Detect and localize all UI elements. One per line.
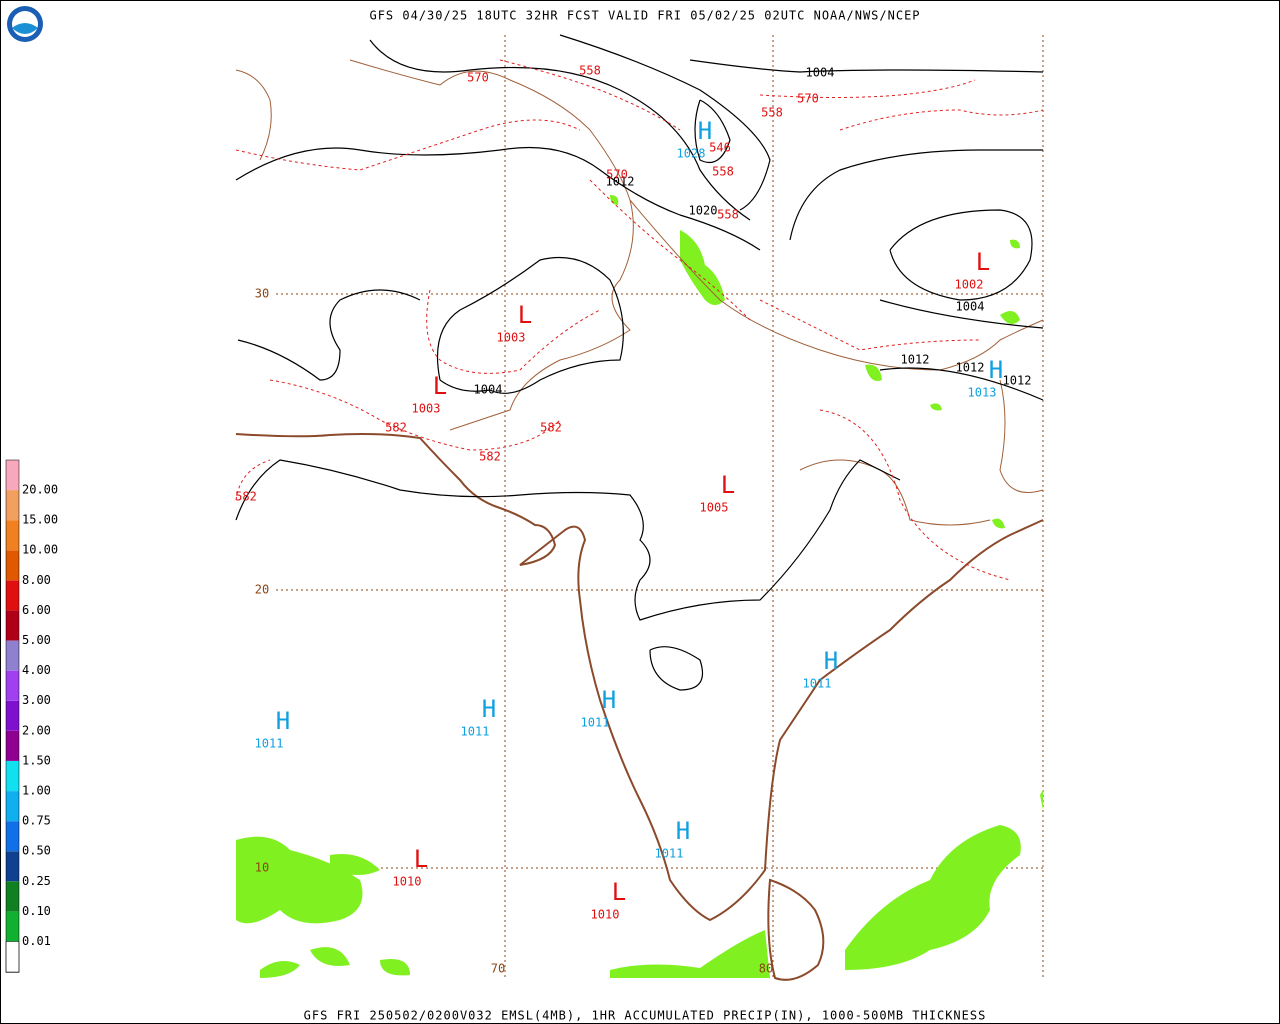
legend-label: 3.00 [22,693,51,707]
legend-swatch [6,821,19,852]
legend-swatch [6,851,19,882]
pressure-symbol: H [698,117,712,145]
pressure-symbol: H [676,817,690,845]
legend-swatch [6,761,19,791]
longitude-label: 70 [491,962,505,976]
thickness-label: 582 [235,490,257,504]
pressure-symbol: H [824,647,838,675]
legend-swatch [6,730,19,761]
pressure-symbol: H [989,356,1003,384]
legend-label: 0.25 [22,874,51,888]
thickness-label: 570 [797,92,819,106]
pressure-value: 1003 [412,402,441,416]
pressure-symbol: H [602,686,616,714]
pressure-symbol: L [976,248,990,276]
latitude-label: 20 [255,583,269,597]
map-lines [235,34,1044,981]
isobar-label: 1012 [1003,374,1032,388]
isobar-label: 1004 [806,66,835,80]
legend: 20.00 15.00 10.00 8.00 6.00 5.00 4.00 3.00 2.00 1… [5,459,58,973]
isobar-label: 1004 [956,300,985,314]
pressure-value: 1005 [700,501,729,515]
thickness-label: 582 [540,421,562,435]
legend-swatch-empty [5,941,20,973]
pressure-symbol: H [276,707,290,735]
isobar-label: 1004 [474,383,503,397]
legend-swatch [6,520,19,551]
pressure-value: 1013 [968,386,997,400]
legend-label: 6.00 [22,603,51,617]
pressure-symbol: L [414,845,428,873]
legend-label: 5.00 [22,633,51,647]
pressure-symbol: H [482,695,496,723]
thickness-label: 558 [761,106,783,120]
isobar-label: 1012 [901,353,930,367]
legend-label: 0.75 [22,814,51,828]
legend-label: 15.00 [22,513,58,527]
isobar-label: 1012 [956,361,985,375]
legend-swatch [6,791,19,822]
thickness-label: 558 [717,208,739,222]
legend-label: 2.00 [22,723,51,737]
isobar-label: 1012 [606,175,635,189]
pressure-value: 1011 [255,737,284,751]
legend-swatch [6,610,19,641]
thickness-label: 570 [467,71,489,85]
pressure-value: 1010 [591,908,620,922]
pressure-value: 1011 [655,847,684,861]
pressure-symbol: L [612,878,626,906]
legend-swatch [6,550,19,581]
legend-label: 0.10 [22,904,51,918]
thickness-label: 570 [606,168,628,182]
legend-label: 0.50 [22,844,51,858]
legend-label: 1.00 [22,784,51,798]
thickness-label: 582 [479,450,501,464]
thickness-label: 546 [709,141,731,155]
isobar-label: 1020 [689,204,718,218]
legend-swatch [6,700,19,731]
longitude-label: 80 [759,962,773,976]
legend-swatch [6,460,19,490]
pressure-value: 1028 [677,147,706,161]
legend-label: 0.01 [22,934,51,948]
thickness-label: 558 [712,165,734,179]
map-labels: H 1028 L 1002 L 1003 L 1003 L 1005 H 1013 H 1011 H 1011… [235,64,1031,976]
legend-swatch [6,911,19,942]
legend-label: 1.50 [22,753,51,767]
legend-swatch [6,580,19,611]
pressure-symbol: L [721,471,735,499]
legend-label: 8.00 [22,573,51,587]
pressure-value: 1010 [393,875,422,889]
pressure-value: 1011 [803,677,832,691]
legend-border [5,459,20,973]
thickness-label: 582 [385,421,407,435]
legend-swatch [6,490,19,521]
pressure-value: 1003 [497,331,526,345]
thickness-label: 558 [579,64,601,78]
pressure-symbol: L [518,301,532,329]
legend-swatch [6,670,19,701]
pressure-value: 1011 [581,716,610,730]
legend-label: 10.00 [22,543,58,557]
noaa-logo [7,6,43,42]
latitude-label: 10 [255,861,269,875]
legend-swatch [6,640,19,671]
header-title: GFS 04/30/25 18UTC 32HR FCST VALID FRI 0… [369,9,920,23]
pressure-symbol: L [433,372,447,400]
legend-swatch [6,881,19,912]
footer-caption: GFS FRI 250502/0200V032 EMSL(4MB), 1HR A… [304,1009,987,1023]
pressure-value: 1011 [461,725,490,739]
pressure-value: 1002 [955,278,984,292]
legend-label: 20.00 [22,483,58,497]
latitude-label: 30 [255,287,269,301]
legend-label: 4.00 [22,663,51,677]
